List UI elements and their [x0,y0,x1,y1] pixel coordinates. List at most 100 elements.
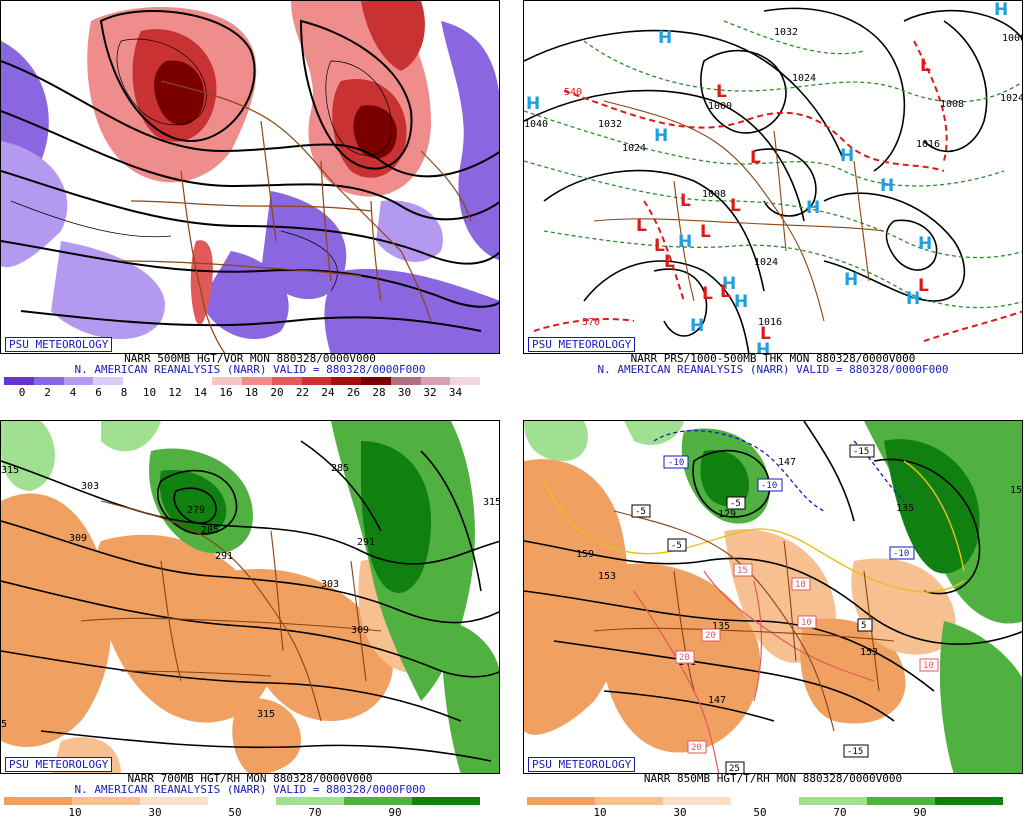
colorbar [4,377,480,385]
colorbar-label: 26 [346,386,361,399]
colorbar-swatch [140,797,208,805]
colorbar-label: 30 [673,806,687,819]
colorbar-label: 16 [219,386,233,399]
colorbar-swatch [412,797,480,805]
colorbar-swatch [331,377,361,385]
svg-text:-5: -5 [730,499,741,509]
height-label: 159 [1010,485,1023,496]
colorbar-swatch [4,377,34,385]
temperature-label: 15 [733,563,753,577]
colorbar-labels: 0 2 4 6 8 10 12 14 16 18 20 22 24 26 28 30 32 34 [0,387,500,399]
height-label: 135 [896,503,914,514]
svg-text:20: 20 [691,743,702,753]
svg-text:10: 10 [801,618,812,628]
temperature-label: 10 [919,658,939,672]
colorbar-label: 50 [753,806,767,819]
low-pressure-marker: L [918,276,929,296]
t850-map: 159 153 147 141 135 129 135 147 153 159 … [524,421,1023,773]
height-label: 147 [708,695,726,706]
low-pressure-marker: L [680,191,691,211]
colorbar-swatch [242,377,272,385]
high-pressure-marker: H [844,270,858,290]
svg-text:-10: -10 [893,549,909,559]
colorbar-label: 22 [295,386,310,399]
isobar-label: 1040 [524,119,548,130]
height-label: 279 [187,505,205,516]
map-frame: H H H H L L L L L L L H H H H H H H L L [523,0,1023,354]
colorbar-swatch [63,377,94,385]
temperature-label: -5 [667,538,687,552]
height-label: 285 [331,463,349,474]
height-label: 147 [778,457,796,468]
colorbar-label: 90 [388,806,402,819]
high-pressure-marker: H [906,289,920,309]
colorbar-label: 2 [44,386,51,399]
temperature-label: -15 [849,444,875,458]
temperature-label: 10 [797,615,817,629]
colorbar-swatch [208,797,276,805]
colorbar-label: 32 [423,386,437,399]
colorbar [4,797,480,805]
colorbar-swatch [361,377,391,385]
colorbar-label: 20 [270,386,284,399]
isobar-label: 1024 [754,257,778,268]
height-label: 315 [257,709,275,720]
svg-text:15: 15 [737,566,748,576]
colorbar-labels: 10 30 50 70 90 [0,807,500,819]
temperature-label: 10 [791,577,811,591]
colorbar-swatch [344,797,412,805]
svg-text:-10: -10 [668,458,684,468]
svg-text:20: 20 [705,631,716,641]
height-label: 291 [357,537,375,548]
isobar-label: 1008 [940,99,964,110]
low-pressure-marker: L [730,196,741,216]
map-title: NARR 850MB HGT/T/RH MON 880328/0000V000 [643,772,903,785]
isobar-label: 1016 [916,139,940,150]
svg-text:10: 10 [795,580,806,590]
colorbar-label: 30 [148,806,162,819]
isobar-label: 1024 [1000,93,1023,104]
high-pressure-marker: H [658,28,672,48]
isobar-label: 1024 [622,143,646,154]
low-pressure-marker: L [920,56,931,76]
isobar-label: 1008 [1002,33,1023,44]
svg-text:-5: -5 [635,507,646,517]
thickness-label: 570 [582,317,600,328]
isobar-label: 1032 [598,119,622,130]
svg-text:-15: -15 [847,747,863,757]
temperature-label: -15 [843,744,869,758]
high-pressure-marker: H [756,340,770,354]
colorbar-label: 10 [68,806,82,819]
high-pressure-marker: H [880,176,894,196]
colorbar-swatch [301,377,332,385]
colorbar-label: 10 [142,386,157,399]
low-pressure-marker: L [700,222,711,242]
high-pressure-marker: H [690,316,704,336]
panel-700mb-rh: 315 303 279 285 291 285 303 309 315 309 … [0,420,500,819]
colorbar-label: 18 [244,386,259,399]
colorbar-swatch [420,377,451,385]
colorbar-label: 6 [95,386,102,399]
colorbar-swatch [4,797,72,805]
map-subtitle: N. AMERICAN REANALYSIS (NARR) VALID = 88… [74,783,426,796]
psu-meteorology-badge: PSU METEOROLOGY [5,757,113,772]
colorbar [527,797,1003,805]
colorbar-swatch [935,797,1003,805]
map-frame: PSU METEOROLOGY [0,0,500,354]
low-pressure-marker: L [702,284,713,304]
temperature-label: -5 [631,504,651,518]
pressure-map: H H H H L L L L L L L H H H H H H H L L [524,1,1023,354]
rh700-map: 315 303 279 285 291 285 303 309 315 309 … [1,421,499,773]
height-label: 315 [1,465,19,476]
height-label: 135 [712,621,730,632]
height-label: 153 [598,571,616,582]
colorbar-label: 12 [168,386,182,399]
colorbar-swatch [271,377,302,385]
high-pressure-marker: H [918,234,932,254]
map-title: NARR 500MB HGT/VOR MON 880328/0000V000 [124,352,376,365]
colorbar-swatch [152,377,183,385]
temperature-label: 25 [725,761,745,773]
colorbar-swatch [276,797,344,805]
psu-meteorology-badge: PSU METEOROLOGY [5,337,113,352]
low-pressure-marker: L [664,252,675,272]
